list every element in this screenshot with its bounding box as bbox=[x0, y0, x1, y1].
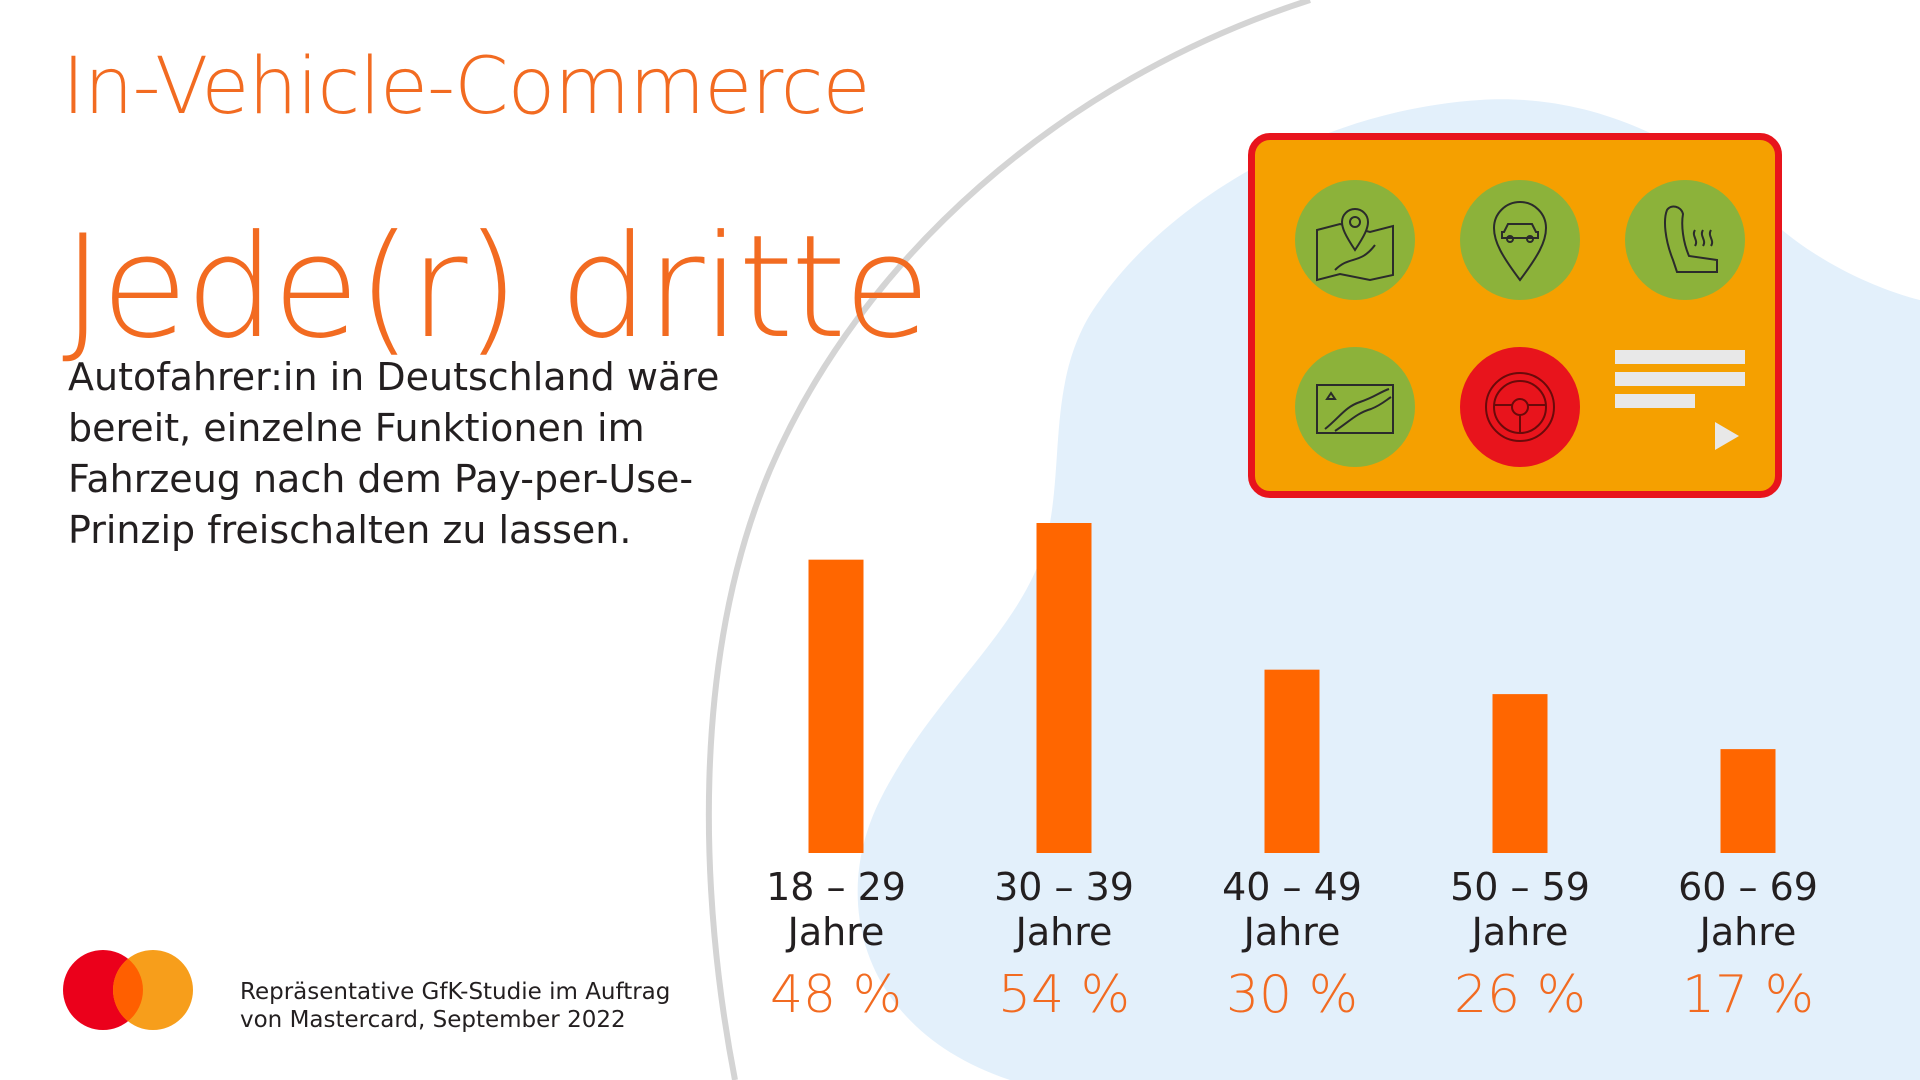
description-line: bereit, einzelne Funktionen im bbox=[68, 406, 645, 450]
bar-0 bbox=[808, 559, 864, 853]
value-label: 48 % bbox=[769, 965, 903, 1025]
category-label-line: Jahre bbox=[1015, 910, 1113, 954]
map-pin-icon bbox=[1295, 180, 1415, 300]
category-label: 60 – 69 Jahre bbox=[1648, 865, 1848, 955]
map-route-icon bbox=[1295, 347, 1415, 467]
value-label: 54 % bbox=[997, 965, 1131, 1025]
category-label-line: 40 – 49 bbox=[1222, 865, 1362, 909]
background-arc bbox=[705, 0, 1311, 1080]
mastercard-logo bbox=[63, 950, 193, 1030]
category-label: 50 – 59 Jahre bbox=[1420, 865, 1620, 955]
category-label-line: Jahre bbox=[787, 910, 885, 954]
location-car-icon bbox=[1460, 180, 1580, 300]
menu-play-icon bbox=[1615, 350, 1755, 470]
category-label-line: 60 – 69 bbox=[1678, 865, 1818, 909]
category-label-line: Jahre bbox=[1243, 910, 1341, 954]
steering-wheel-icon bbox=[1460, 347, 1580, 467]
value-label: 26 % bbox=[1453, 965, 1587, 1025]
description-line: Fahrzeug nach dem Pay-per-Use- bbox=[68, 457, 694, 501]
page-title: In-Vehicle-Commerce bbox=[62, 42, 870, 132]
category-label: 30 – 39 Jahre bbox=[964, 865, 1164, 955]
category-label: 40 – 49 Jahre bbox=[1192, 865, 1392, 955]
heated-seat-icon bbox=[1625, 180, 1745, 300]
bar-1 bbox=[1036, 523, 1092, 853]
bar-4 bbox=[1720, 749, 1776, 853]
category-label-line: 18 – 29 bbox=[766, 865, 906, 909]
bar-2 bbox=[1264, 669, 1320, 853]
source-note: Repräsentative GfK-Studie im Auftrag von… bbox=[240, 978, 670, 1034]
category-label: 18 – 29 Jahre bbox=[736, 865, 936, 955]
category-label-line: 50 – 59 bbox=[1450, 865, 1590, 909]
description: Autofahrer:in in Deutschland wäre bereit… bbox=[68, 352, 788, 556]
description-line: Autofahrer:in in Deutschland wäre bbox=[68, 355, 720, 399]
description-line: Prinzip freischalten zu lassen. bbox=[68, 508, 632, 552]
value-label: 17 % bbox=[1681, 965, 1815, 1025]
bar-3 bbox=[1492, 694, 1548, 853]
source-line: Repräsentative GfK-Studie im Auftrag bbox=[240, 979, 671, 1005]
category-label-line: Jahre bbox=[1699, 910, 1797, 954]
headline: Jede(r) dritte bbox=[62, 205, 931, 370]
category-label-line: Jahre bbox=[1471, 910, 1569, 954]
infotainment-panel bbox=[1248, 133, 1782, 498]
category-label-line: 30 – 39 bbox=[994, 865, 1134, 909]
source-line: von Mastercard, September 2022 bbox=[240, 1007, 626, 1033]
value-label: 30 % bbox=[1225, 965, 1359, 1025]
